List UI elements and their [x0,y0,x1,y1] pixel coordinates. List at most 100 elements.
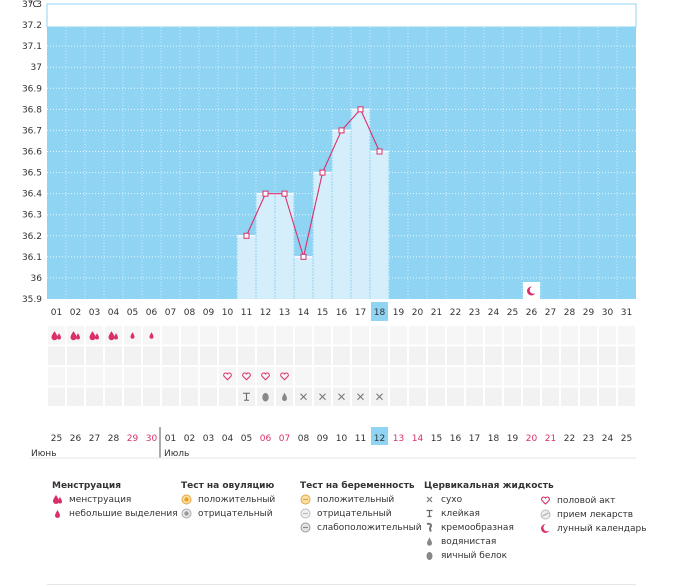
sticky-icon [243,392,250,401]
day-label: 31 [621,308,632,318]
legend-item-ovulation-negative: отрицательный [181,508,275,519]
heart-icon [541,496,550,505]
marker-cell [617,325,636,346]
marker-cell [256,345,275,366]
marker-cell [541,345,560,366]
marker-cell [104,386,123,407]
drop-heavy-icon-small [114,333,118,340]
date-label: 11 [355,434,366,444]
dry-icon [357,393,364,401]
day-label: 25 [507,308,518,318]
marker-cell [541,325,560,346]
drop-heavy-icon [51,331,58,341]
y-tick-label: 36.3 [22,211,42,221]
temperature-bar [294,256,313,299]
heart-icon [280,372,289,381]
date-label: 27 [89,434,100,444]
y-tick-label: 35.9 [22,295,42,305]
marker-cell [484,345,503,366]
marker-cell [389,386,408,407]
marker-cell [275,366,294,387]
legend-item-creamy: кремообразная [424,522,554,533]
marker-cell [85,386,104,407]
marker-cell [465,345,484,366]
date-label: 10 [336,434,348,444]
temperature-line [245,108,381,260]
date-label: 01 [165,434,176,444]
marker-cell [351,366,370,387]
day-label: 29 [583,308,595,318]
marker-cell [66,345,85,366]
legend-label: небольшие выделения [69,508,178,519]
day-label: 12 [260,308,271,318]
legend-label: отрицательный [317,508,392,519]
date-label: 29 [127,434,139,444]
marker-cell [408,386,427,407]
ovulation-positive-icon [181,494,192,505]
temperature-point [281,190,288,197]
marker-cell [408,366,427,387]
marker-cell [370,345,389,366]
watery-icon [282,392,287,402]
marker-cell [351,345,370,366]
temperature-point [319,169,326,176]
marker-cell [313,366,332,387]
temperature-bar [237,235,256,299]
legend-item-lunar: лунный календарь [540,523,647,534]
marker-cell [199,325,218,346]
y-tick-label: 37.2 [22,21,42,31]
legend-label: сухо [441,494,463,505]
drop-heavy-icon [89,331,96,341]
date-label: 23 [583,434,594,444]
marker-cell [66,386,85,407]
marker-cell [218,345,237,366]
date-label: 15 [431,434,442,444]
date-label: 03 [203,434,214,444]
date-label: 24 [602,434,614,444]
marker-cell [598,366,617,387]
y-tick-label: 36.5 [22,169,42,179]
marker-cell [351,325,370,346]
y-tick-label: 36.6 [22,148,42,158]
marker-cell [598,386,617,407]
marker-cell [427,345,446,366]
date-label: 06 [260,434,272,444]
legend-item-intercourse: половой акт [540,495,647,506]
date-label: 25 [51,434,62,444]
marker-cell [142,345,161,366]
marker-cell [180,366,199,387]
marker-cell [503,366,522,387]
marker-cell [47,345,66,366]
marker-cell [484,325,503,346]
marker-cell [275,325,294,346]
sticky-icon [426,509,433,518]
marker-cell [389,325,408,346]
marker-cell [598,325,617,346]
legend-item-sticky: клейкая [424,508,554,519]
marker-cell [503,386,522,407]
marker-cell [294,345,313,366]
marker-cell [161,386,180,407]
marker-cell [218,366,237,387]
y-tick-label: 36.7 [22,126,42,136]
y-tick-label: 36 [31,274,43,284]
legend-cervical: Цервикальная жидкость сухо клейкая кремо… [424,481,554,561]
ovulation-negative-icon [181,508,192,519]
date-label: 17 [469,434,480,444]
marker-cell [408,345,427,366]
legend-item-pregnancy-negative: отрицательный [300,508,422,519]
marker-cell [389,345,408,366]
selected-date-highlight [371,427,388,445]
dry-icon [376,393,383,401]
day-label: 21 [431,308,442,318]
drop-heavy-icon [70,331,77,341]
legend-label: клейкая [441,508,480,519]
legend-item-dry: сухо [424,494,554,505]
day-label: 23 [469,308,480,318]
marker-cell [47,386,66,407]
date-label: 07 [279,434,290,444]
y-axis-unit: °C [28,0,39,10]
bottom-divider [47,584,636,585]
marker-cell [237,366,256,387]
